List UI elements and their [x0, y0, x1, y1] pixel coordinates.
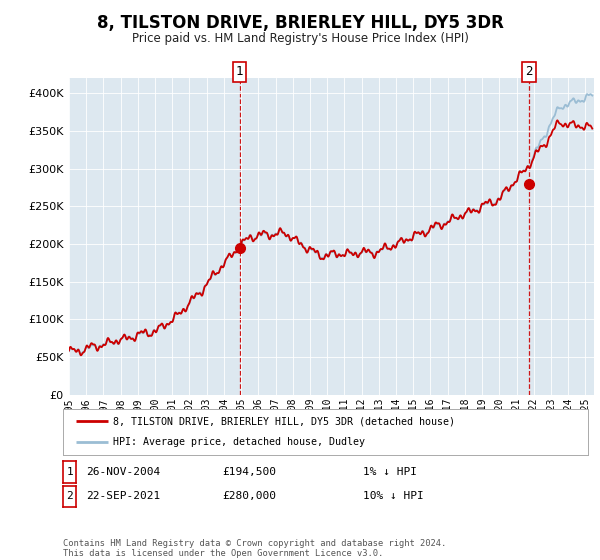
Text: 1: 1 [236, 66, 244, 78]
Text: 1% ↓ HPI: 1% ↓ HPI [363, 467, 417, 477]
Text: Contains HM Land Registry data © Crown copyright and database right 2024.: Contains HM Land Registry data © Crown c… [63, 539, 446, 548]
Text: 22-SEP-2021: 22-SEP-2021 [86, 491, 160, 501]
Text: 8, TILSTON DRIVE, BRIERLEY HILL, DY5 3DR: 8, TILSTON DRIVE, BRIERLEY HILL, DY5 3DR [97, 14, 503, 32]
Text: £280,000: £280,000 [222, 491, 276, 501]
Text: 2: 2 [66, 491, 73, 501]
Text: 2: 2 [525, 66, 533, 78]
Text: 1: 1 [66, 467, 73, 477]
Text: 10% ↓ HPI: 10% ↓ HPI [363, 491, 424, 501]
Text: This data is licensed under the Open Government Licence v3.0.: This data is licensed under the Open Gov… [63, 549, 383, 558]
Text: Price paid vs. HM Land Registry's House Price Index (HPI): Price paid vs. HM Land Registry's House … [131, 32, 469, 45]
Text: HPI: Average price, detached house, Dudley: HPI: Average price, detached house, Dudl… [113, 437, 365, 447]
Text: 26-NOV-2004: 26-NOV-2004 [86, 467, 160, 477]
Text: £194,500: £194,500 [222, 467, 276, 477]
Text: 8, TILSTON DRIVE, BRIERLEY HILL, DY5 3DR (detached house): 8, TILSTON DRIVE, BRIERLEY HILL, DY5 3DR… [113, 416, 455, 426]
